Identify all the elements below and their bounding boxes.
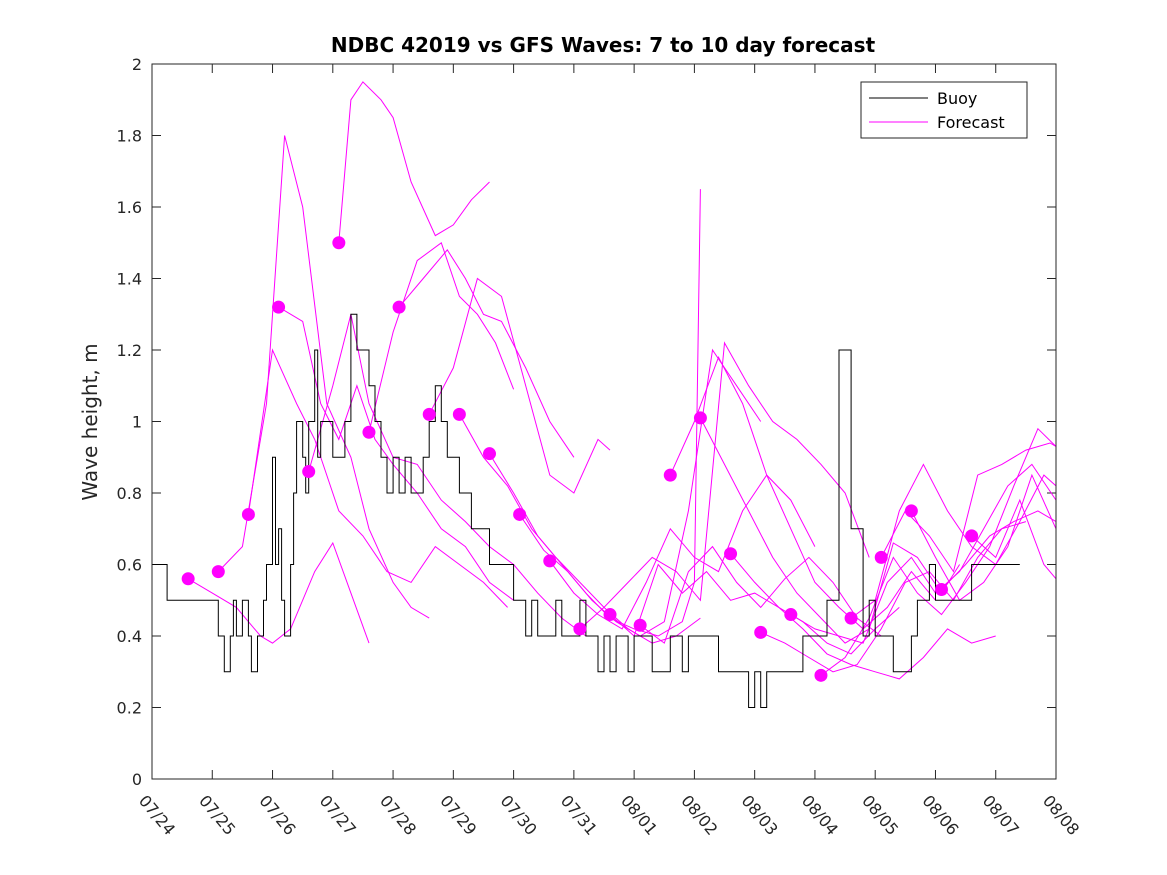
forecast-marker	[663, 468, 677, 482]
y-tick-label: 1.2	[117, 341, 142, 360]
forecast-series-line	[669, 355, 936, 630]
forecast-series-line	[971, 498, 1057, 580]
y-tick-label: 1	[132, 413, 142, 432]
forecast-marker	[874, 550, 888, 564]
forecast-series-line	[368, 241, 515, 433]
forecast-marker	[513, 507, 527, 521]
y-tick-label: 1.8	[117, 127, 142, 146]
forecast-marker	[482, 447, 496, 461]
forecast-marker	[693, 411, 707, 425]
forecast-series-line	[699, 417, 961, 644]
forecast-marker	[362, 425, 376, 439]
forecast-marker	[784, 608, 798, 622]
y-tick-label: 0	[132, 770, 142, 789]
forecast-marker	[844, 611, 858, 625]
y-tick-label: 0.2	[117, 699, 142, 718]
buoy-line	[152, 313, 1020, 708]
forecast-series-line	[941, 510, 1057, 590]
forecast-marker	[633, 618, 647, 632]
y-tick-label: 0.8	[117, 484, 142, 503]
plot-frame	[151, 63, 1057, 780]
legend-box	[860, 81, 1028, 139]
y-tick-label: 1.6	[117, 198, 142, 217]
legend-forecast-label: Forecast	[937, 113, 1005, 132]
forecast-marker	[754, 625, 768, 639]
forecast-series-line	[609, 563, 900, 655]
forecast-marker	[965, 529, 979, 543]
y-tick-label: 1.4	[117, 270, 142, 289]
forecast-marker	[573, 622, 587, 636]
forecast-marker	[211, 565, 225, 579]
y-tick-label: 0.4	[117, 627, 142, 646]
forecast-marker	[272, 300, 286, 314]
forecast-marker	[241, 507, 255, 521]
forecast-marker	[452, 407, 466, 421]
forecast-series-line	[217, 135, 430, 619]
forecast-series-line	[187, 541, 370, 644]
forecast-series-line	[790, 463, 1057, 644]
forecast-marker	[422, 407, 436, 421]
forecast-marker	[302, 465, 316, 479]
chart-title: NDBC 42019 vs GFS Waves: 7 to 10 day for…	[331, 33, 876, 57]
forecast-marker	[332, 236, 346, 250]
forecast-series-line	[338, 81, 490, 243]
forecast-marker	[934, 583, 948, 597]
forecast-marker	[392, 300, 406, 314]
y-axis-label: Wave height, m	[78, 343, 102, 500]
forecast-marker	[904, 504, 918, 518]
forecast-marker	[814, 668, 828, 682]
legend: Buoy Forecast	[860, 81, 1028, 139]
forecast-marker	[724, 547, 738, 561]
buoy-series-line	[152, 313, 1020, 708]
forecast-marker	[181, 572, 195, 586]
forecast-markers	[181, 236, 979, 682]
forecast-series-line	[579, 341, 870, 630]
forecast-marker	[543, 554, 557, 568]
forecast-series-line	[730, 553, 996, 680]
forecast-series-line	[760, 521, 1027, 673]
forecast-series-line	[398, 249, 575, 458]
forecast-series-line	[910, 473, 1057, 602]
forecast-series-line	[639, 545, 882, 644]
forecast-series-line	[880, 442, 1057, 573]
forecast-series-line	[247, 348, 508, 608]
forecast-lines	[187, 81, 1057, 680]
forecast-series-line	[458, 414, 701, 644]
forecast-marker	[603, 608, 617, 622]
y-tick-label: 0.6	[117, 556, 142, 575]
forecast-series-line	[820, 427, 1057, 676]
forecast-series-line	[428, 277, 611, 494]
forecast-series-line	[549, 474, 816, 630]
legend-buoy-label: Buoy	[937, 89, 977, 108]
y-tick-label: 2	[132, 55, 142, 74]
